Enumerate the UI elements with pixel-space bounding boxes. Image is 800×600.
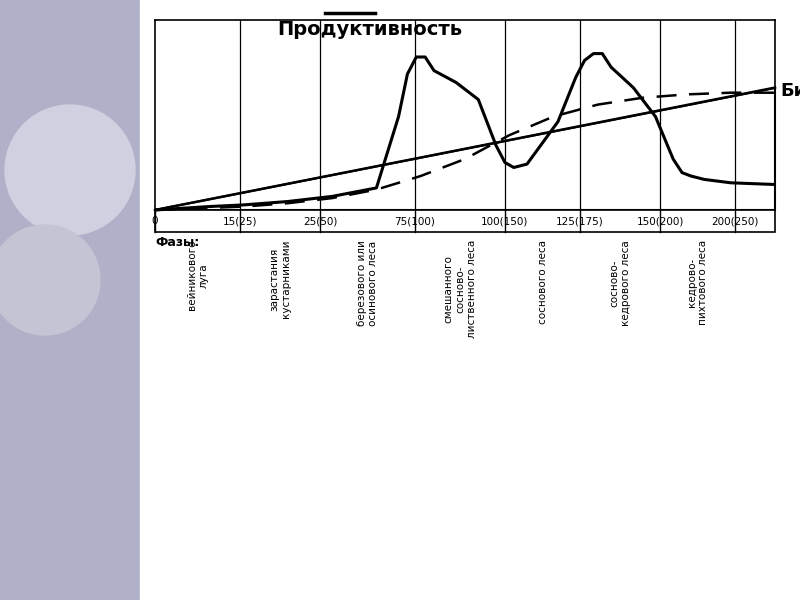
Text: 75(100): 75(100) (394, 216, 435, 226)
Bar (140, 0, 800, 600)
Text: 15(25): 15(25) (222, 216, 258, 226)
Text: 25(50): 25(50) (303, 216, 337, 226)
Text: кедрово-
пихтового леса: кедрово- пихтового леса (686, 240, 708, 325)
Text: зарастания
кустарниками: зарастания кустарниками (269, 240, 291, 319)
Text: 200(250): 200(250) (711, 216, 758, 226)
Text: смешанного
сосново-
лиственного леса: смешанного сосново- лиственного леса (443, 240, 477, 338)
Polygon shape (155, 88, 775, 210)
Circle shape (5, 105, 135, 235)
Text: вейникового
луга: вейникового луга (186, 240, 208, 311)
Circle shape (0, 225, 100, 335)
Bar (155, 210, 775, 232)
Text: 100(150): 100(150) (482, 216, 529, 226)
Text: 150(200): 150(200) (636, 216, 684, 226)
Text: Фазы:: Фазы: (155, 236, 199, 249)
Bar (0, 0, 140, 600)
Text: Продуктивность: Продуктивность (278, 20, 462, 39)
Text: 125(175): 125(175) (556, 216, 604, 226)
Text: сосново-
кедрового леса: сосново- кедрового леса (610, 240, 630, 326)
Text: Биомасса: Биомасса (780, 82, 800, 100)
Text: 0: 0 (152, 216, 158, 226)
Text: соснового леса: соснового леса (538, 240, 547, 324)
Text: березового или
осинового леса: березового или осинового леса (357, 240, 378, 326)
